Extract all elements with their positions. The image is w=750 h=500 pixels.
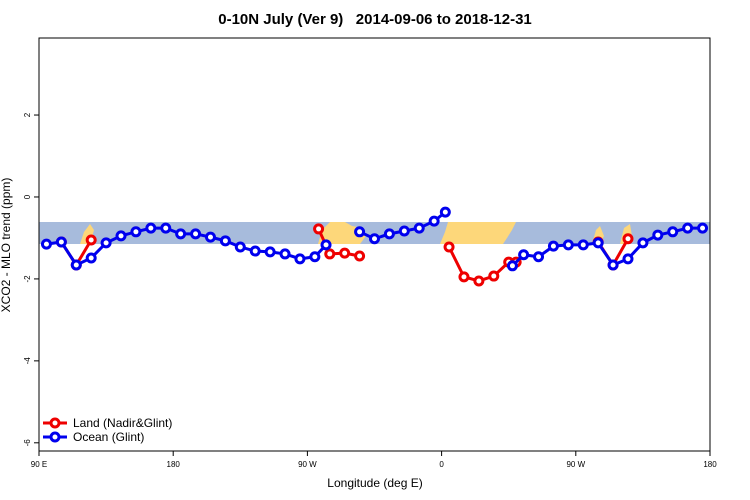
data-point <box>190 228 202 240</box>
x-tick-label: 180 <box>167 460 181 469</box>
y-tick-label: -2 <box>23 275 32 283</box>
data-point <box>249 245 261 257</box>
data-point <box>204 231 216 243</box>
land-shape <box>440 222 516 244</box>
data-point <box>682 222 694 234</box>
data-point <box>533 251 545 263</box>
data-point <box>55 236 67 248</box>
data-point <box>488 270 500 282</box>
data-point <box>100 237 112 249</box>
data-point <box>577 239 589 251</box>
x-tick-label: 90 W <box>566 460 585 469</box>
data-point <box>439 206 451 218</box>
data-point <box>309 251 321 263</box>
data-point <box>622 253 634 265</box>
data-point <box>85 234 97 246</box>
data-point <box>518 249 530 261</box>
legend: Land (Nadir&Glint)Ocean (Glint) <box>43 416 172 444</box>
land-shape <box>318 222 366 244</box>
y-axis-label: XCO2 - MLO trend (ppm) <box>0 178 13 313</box>
data-point <box>473 275 485 287</box>
data-point <box>354 226 366 238</box>
data-point <box>115 230 127 242</box>
data-point <box>652 229 664 241</box>
data-point <box>383 228 395 240</box>
data-point <box>40 238 52 250</box>
x-tick-label: 90 E <box>31 460 47 469</box>
data-point <box>145 222 157 234</box>
y-tick-label: 0 <box>23 194 32 199</box>
chart-title: 0-10N July (Ver 9) 2014-09-06 to 2018-12… <box>218 11 532 28</box>
data-point <box>279 248 291 260</box>
data-point <box>264 246 276 258</box>
data-point <box>607 259 619 271</box>
data-point <box>697 222 709 234</box>
x-tick-label: 90 W <box>298 460 317 469</box>
data-point <box>85 252 97 264</box>
data-point <box>443 241 455 253</box>
y-tick-label: -4 <box>23 357 32 365</box>
data-point <box>413 222 425 234</box>
data-point <box>458 271 470 283</box>
data-point <box>320 239 332 251</box>
data-point <box>313 223 325 235</box>
plot-frame <box>38 37 711 452</box>
data-point <box>219 235 231 247</box>
data-point <box>234 241 246 253</box>
data-point <box>547 240 559 252</box>
data-point <box>294 253 306 265</box>
data-point <box>70 259 82 271</box>
data-point <box>428 215 440 227</box>
x-tick-label: 180 <box>703 460 717 469</box>
x-axis-label: Longitude (deg E) <box>327 476 422 490</box>
legend-label: Ocean (Glint) <box>73 430 144 444</box>
data-point <box>160 222 172 234</box>
data-point <box>354 250 366 262</box>
x-tick-label: 0 <box>439 460 444 469</box>
data-point <box>324 248 336 260</box>
data-point <box>637 237 649 249</box>
data-point <box>339 247 351 259</box>
data-point <box>398 225 410 237</box>
legend-marker <box>49 431 61 443</box>
data-point <box>130 226 142 238</box>
data-point <box>592 237 604 249</box>
data-point <box>667 226 679 238</box>
data-point <box>175 228 187 240</box>
data-point <box>562 239 574 251</box>
data-point <box>506 260 518 272</box>
legend-marker <box>49 417 61 429</box>
data-point <box>622 233 634 245</box>
y-tick-label: -6 <box>23 439 32 447</box>
data-point <box>369 233 380 245</box>
legend-label: Land (Nadir&Glint) <box>73 416 172 430</box>
y-tick-label: 2 <box>23 112 32 117</box>
